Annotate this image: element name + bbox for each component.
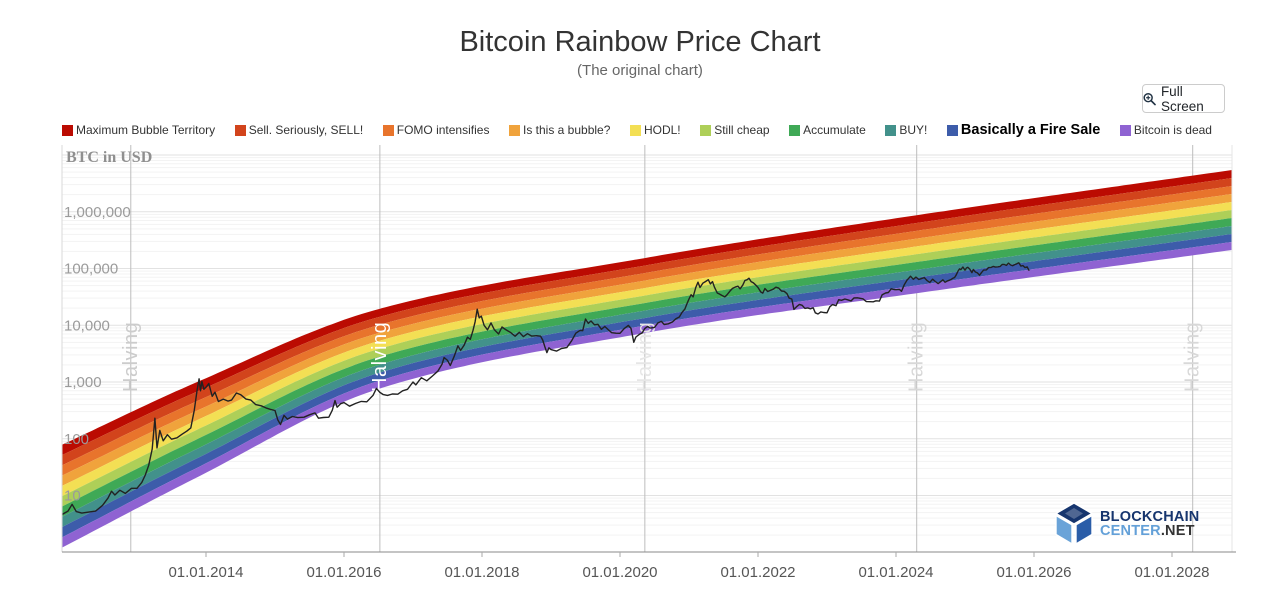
y-tick-label: 10: [64, 488, 81, 505]
legend-item-still-cheap[interactable]: Still cheap: [700, 123, 770, 137]
legend-swatch: [382, 124, 394, 136]
x-tick-label: 01.01.2016: [306, 564, 381, 581]
y-tick-label: 100,000: [64, 261, 118, 278]
legend-swatch: [1119, 124, 1131, 136]
x-tick-label: 01.01.2014: [168, 564, 243, 581]
legend-label: BUY!: [899, 123, 928, 137]
x-tick-label: 01.01.2026: [996, 564, 1071, 581]
legend-label: Basically a Fire Sale: [960, 122, 1101, 138]
legend-item-fomo-intensifies[interactable]: FOMO intensifies: [382, 123, 490, 137]
legend-swatch: [234, 124, 246, 136]
legend-label: Maximum Bubble Territory: [76, 123, 216, 137]
logo-line2b: .NET: [1160, 523, 1195, 539]
x-tick-label: 01.01.2022: [720, 564, 795, 581]
halving-label: Halving: [120, 322, 142, 392]
y-tick-label: 100: [64, 431, 89, 448]
legend-item-buy[interactable]: BUY!: [885, 123, 927, 137]
legend: Maximum Bubble Territory Sell. Seriously,…: [62, 121, 1212, 139]
blockchaincenter-wordmark: BLOCKCHAIN CENTER.NET: [1100, 509, 1200, 539]
y-tick-label: 10,000: [64, 317, 110, 334]
legend-item-sell-seriously-sell[interactable]: Sell. Seriously, SELL!: [234, 123, 364, 137]
full-screen-label: Full Screen: [1160, 83, 1204, 114]
legend-label: Is this a bubble?: [523, 123, 611, 137]
legend-item-is-this-a-bubble[interactable]: Is this a bubble?: [509, 123, 610, 137]
blockchaincenter-logo: BLOCKCHAIN CENTER.NET: [1054, 502, 1199, 546]
legend-swatch: [946, 124, 958, 136]
legend-label: Sell. Seriously, SELL!: [248, 123, 364, 137]
legend-swatch: [629, 124, 641, 136]
legend-label: FOMO intensifies: [396, 123, 490, 137]
y-tick-label: 1,000,000: [64, 204, 131, 221]
legend-item-bitcoin-is-dead[interactable]: Bitcoin is dead: [1119, 123, 1212, 137]
y-axis-title: BTC in USD: [66, 149, 152, 166]
legend-swatch: [509, 124, 520, 136]
legend-item-basically-a-fire-sale[interactable]: Basically a Fire Sale: [946, 122, 1101, 138]
legend-swatch: [62, 124, 73, 136]
page-title: Bitcoin Rainbow Price Chart: [459, 26, 821, 58]
legend-label: HODL!: [643, 123, 681, 137]
price-line: [62, 262, 1030, 516]
x-tick-label: 01.01.2020: [582, 564, 657, 581]
legend-swatch: [789, 124, 801, 136]
x-tick-label: 01.01.2028: [1134, 564, 1209, 581]
axes: 01.01.2014 01.01.2016 01.01.2018 01.01.2020…: [61, 145, 1236, 581]
logo-line2a: CENTER: [1100, 523, 1161, 539]
legend-swatch: [885, 124, 897, 136]
legend-label: Bitcoin is dead: [1133, 123, 1212, 137]
legend-item-maximum-bubble-territory[interactable]: Maximum Bubble Territory: [62, 123, 215, 137]
page-subtitle: (The original chart): [577, 62, 703, 79]
full-screen-button[interactable]: Full Screen: [1142, 83, 1225, 114]
halving-label: Halving: [634, 322, 656, 392]
x-tick-label: 01.01.2024: [858, 564, 933, 581]
legend-item-hodl[interactable]: HODL!: [629, 123, 681, 137]
logo-line1: BLOCKCHAIN: [1100, 509, 1200, 525]
halving-label: Halving: [906, 322, 928, 392]
y-axis-labels: 10 100 1,000 10,000 100,000 1,000,000 BTC in U…: [64, 149, 152, 505]
halving-label: Halving: [1182, 322, 1204, 392]
blockchain-cube-icon: [1054, 502, 1094, 546]
y-tick-label: 1,000: [64, 374, 102, 391]
legend-label: Accumulate: [803, 123, 866, 137]
legend-swatch: [700, 124, 712, 136]
halving-label: Halving: [369, 322, 391, 392]
x-tick-label: 01.01.2018: [444, 564, 519, 581]
legend-label: Still cheap: [714, 123, 770, 137]
legend-item-accumulate[interactable]: Accumulate: [789, 123, 866, 137]
zoom-in-icon: [1143, 92, 1156, 105]
